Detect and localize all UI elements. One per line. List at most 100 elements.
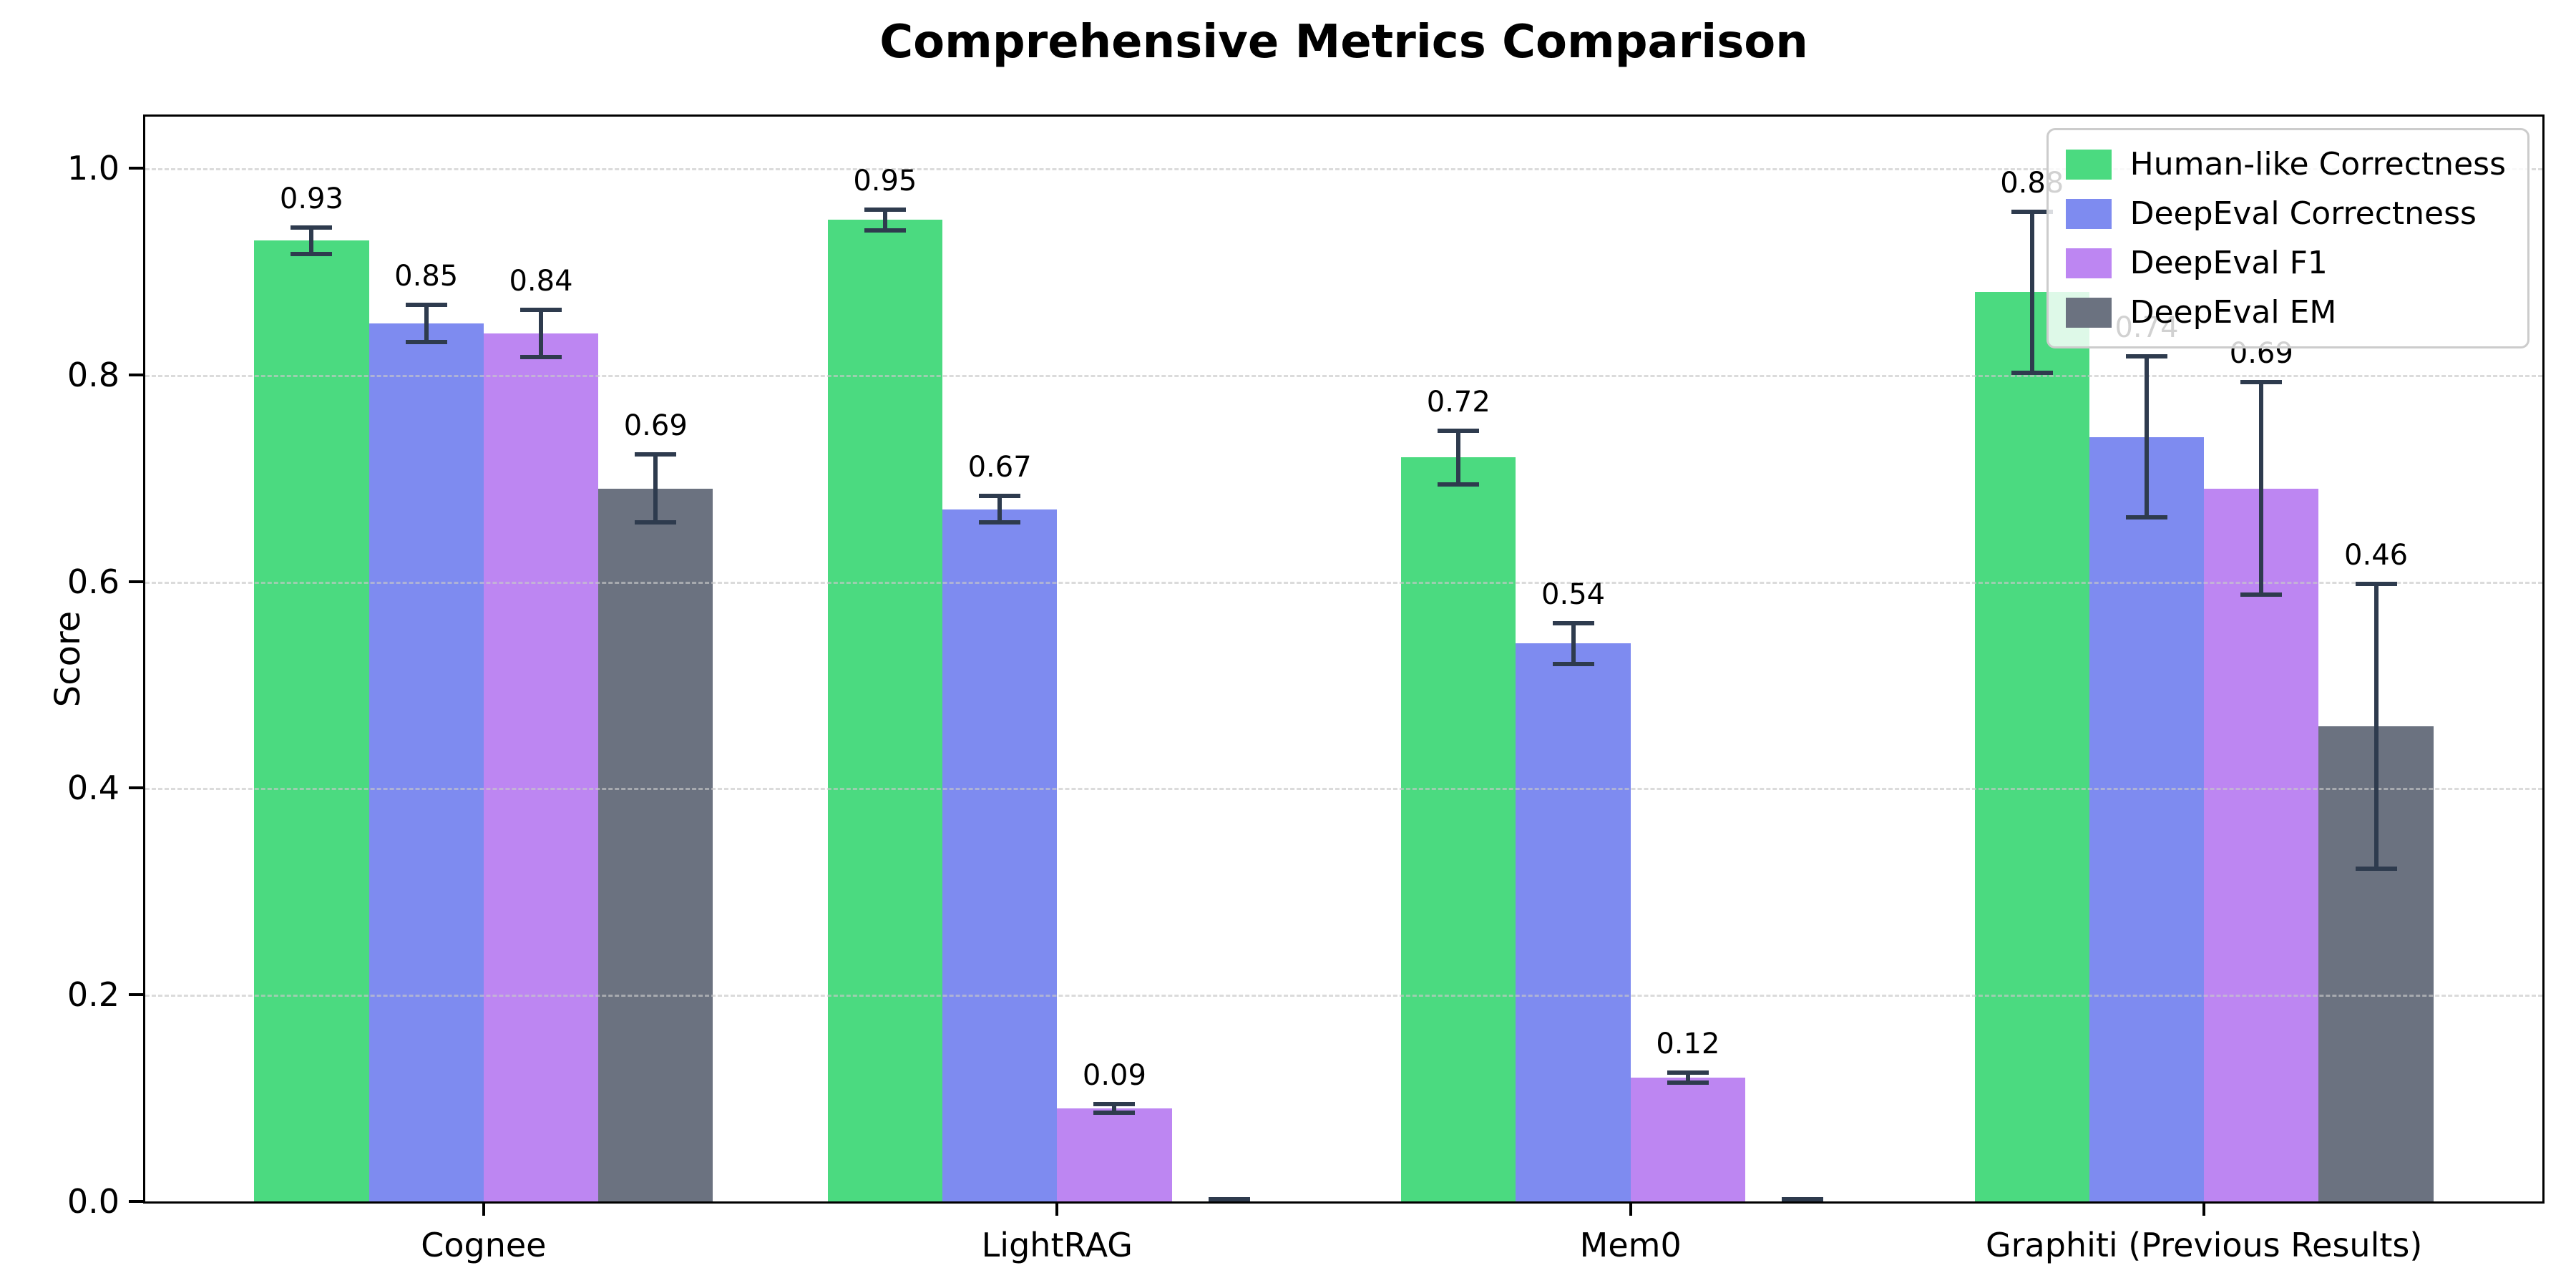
error-bar	[1208, 1197, 1250, 1202]
bar	[369, 323, 484, 1201]
bar-value-label: 0.72	[1426, 386, 1491, 419]
bar-value-label: 0.54	[1541, 577, 1606, 611]
bar	[1516, 643, 1631, 1201]
bar	[1974, 292, 2089, 1201]
error-bar	[2355, 581, 2397, 871]
bar-value-label: 0.95	[853, 165, 917, 198]
error-bar-cap	[405, 302, 447, 307]
x-tick-label: Cognee	[421, 1226, 547, 1264]
error-bar-cap	[1552, 620, 1594, 625]
legend-item: DeepEval F1	[2065, 245, 2506, 281]
bar-value-label: 0.85	[394, 259, 459, 293]
bar	[942, 509, 1058, 1201]
error-bar-cap	[1093, 1102, 1136, 1107]
legend-swatch	[2065, 248, 2112, 278]
legend-swatch	[2065, 198, 2112, 229]
bar-value-label: 0.12	[1656, 1027, 1720, 1060]
y-tick-label: 0.2	[67, 975, 119, 1015]
error-bar-cap	[979, 520, 1021, 525]
error-bar	[1782, 1197, 1824, 1202]
x-tick-mark	[482, 1201, 485, 1216]
bar-value-label: 0.67	[967, 450, 1032, 484]
error-bar	[1093, 1102, 1136, 1115]
error-bar-cap	[291, 225, 333, 230]
legend-label: DeepEval EM	[2129, 294, 2337, 331]
error-bar	[1667, 1070, 1709, 1085]
error-bar	[864, 208, 906, 233]
error-bar-line	[2029, 209, 2034, 375]
error-bar-cap	[2011, 370, 2053, 375]
bar	[1057, 1108, 1172, 1201]
error-bar-line	[882, 208, 887, 233]
bar	[2204, 488, 2319, 1201]
y-tick-mark	[129, 580, 143, 583]
error-bar-line	[1571, 620, 1576, 667]
error-bar-line	[997, 493, 1002, 525]
error-bar-line	[2259, 380, 2264, 597]
error-bar	[2240, 380, 2283, 597]
bar	[2089, 436, 2205, 1201]
bar	[1401, 457, 1516, 1201]
error-bar-line	[424, 302, 429, 344]
error-bar	[291, 225, 333, 256]
y-tick-label: 0.8	[67, 355, 119, 394]
legend-item: DeepEval EM	[2065, 294, 2506, 331]
bar	[254, 240, 369, 1201]
error-bar-cap	[1552, 662, 1594, 667]
legend-label: DeepEval Correctness	[2129, 195, 2477, 232]
error-bar-cap	[1667, 1070, 1709, 1075]
error-bar-cap	[2126, 515, 2167, 520]
error-bar-cap	[2126, 354, 2167, 359]
x-tick-mark	[1629, 1201, 1632, 1216]
y-tick-mark	[129, 1200, 143, 1203]
legend: Human-like Correctness DeepEval Correctne…	[2046, 128, 2529, 348]
bar-value-label: 0.09	[1082, 1059, 1146, 1093]
error-bar-cap	[1782, 1197, 1824, 1202]
error-bar-cap	[864, 208, 906, 213]
error-bar	[519, 308, 562, 360]
legend-label: Human-like Correctness	[2129, 146, 2506, 182]
bar-value-label: 0.46	[2344, 538, 2409, 572]
error-bar	[979, 493, 1021, 525]
error-bar	[2126, 354, 2167, 520]
y-tick-mark	[129, 786, 143, 790]
y-tick-label: 0.0	[67, 1182, 119, 1221]
y-tick-mark	[129, 167, 143, 170]
error-bar-line	[653, 452, 658, 525]
error-bar-line	[2145, 354, 2149, 520]
error-bar-line	[1112, 1102, 1117, 1115]
error-bar-cap	[979, 493, 1021, 498]
error-bar	[405, 302, 447, 344]
legend-item: Human-like Correctness	[2065, 146, 2506, 182]
bar-value-label: 0.84	[509, 265, 573, 298]
error-bar-line	[1456, 429, 1461, 487]
error-bar	[1438, 429, 1480, 487]
error-bar-cap	[519, 308, 562, 313]
x-tick-mark	[2202, 1201, 2206, 1216]
error-bar-cap	[1438, 482, 1480, 487]
error-bar-cap	[635, 520, 677, 525]
legend-swatch	[2065, 297, 2112, 328]
y-tick-label: 0.4	[67, 769, 119, 808]
error-bar-line	[538, 308, 543, 360]
bar	[827, 220, 942, 1201]
legend-item: DeepEval Correctness	[2065, 195, 2506, 232]
x-tick-mark	[1055, 1201, 1059, 1216]
error-bar	[635, 452, 677, 525]
bar-value-label: 0.93	[279, 182, 343, 215]
x-tick-label: Graphiti (Previous Results)	[1985, 1226, 2423, 1264]
error-bar-cap	[1667, 1080, 1709, 1085]
error-bar-cap	[2240, 380, 2283, 385]
error-bar-cap	[291, 251, 333, 256]
error-bar-line	[2373, 581, 2379, 871]
bar	[1630, 1077, 1745, 1201]
error-bar-cap	[1093, 1110, 1136, 1115]
error-bar-cap	[2240, 592, 2283, 597]
error-bar	[2011, 209, 2053, 375]
error-bar-cap	[2355, 866, 2397, 871]
error-bar-cap	[2355, 581, 2397, 586]
plot-area: 0.0 0.2 0.4 0.6 0.8 1.0 Cognee LightRAG Mem0 Grap…	[67, 114, 2545, 1264]
error-bar-cap	[864, 228, 906, 233]
y-tick-label: 0.6	[67, 562, 119, 601]
error-bar-cap	[405, 339, 447, 344]
